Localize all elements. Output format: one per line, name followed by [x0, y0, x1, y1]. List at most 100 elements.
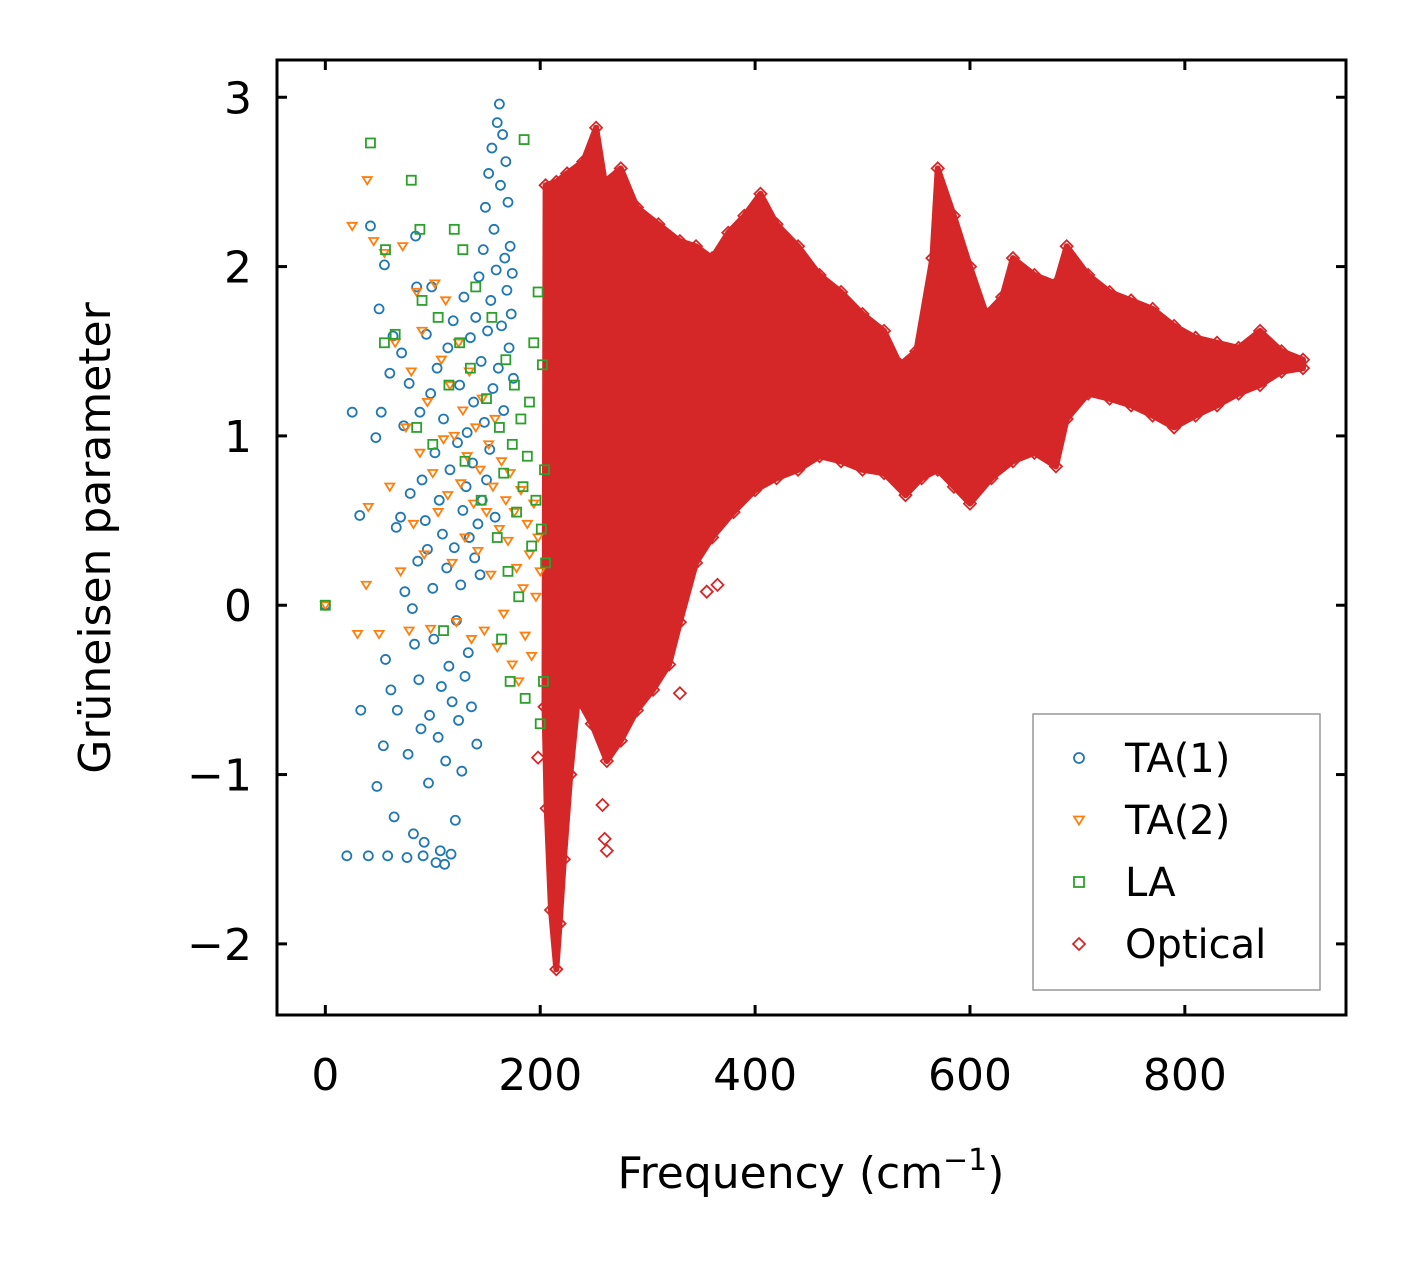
data-point-la: [530, 494, 542, 506]
data-point-ta-1-: [441, 562, 453, 574]
optical-point: [1231, 386, 1246, 401]
data-point-ta-2-: [501, 536, 515, 547]
optical-point: [599, 753, 615, 769]
optical-point: [892, 357, 908, 373]
data-point-ta-2-: [435, 355, 448, 366]
data-point-ta-2-: [424, 624, 437, 635]
optical-point: [1295, 360, 1311, 376]
legend-label: TA(2): [1124, 798, 1230, 844]
data-point-ta-2-: [410, 287, 423, 298]
data-point-ta-2-: [452, 338, 465, 349]
data-point-ta-2-: [465, 635, 478, 645]
data-point-ta-2-: [407, 519, 420, 530]
data-point-ta-2-: [486, 482, 500, 493]
data-point-ta-1-: [435, 681, 447, 692]
x-tick-label: 800: [1143, 1050, 1227, 1101]
data-point-ta-2-: [510, 563, 523, 574]
data-point-la: [526, 540, 538, 552]
optical-point: [672, 233, 688, 249]
data-point-ta-2-: [512, 677, 525, 688]
optical-point: [898, 487, 913, 503]
data-point-ta-1-: [507, 372, 519, 384]
optical-point: [833, 284, 849, 300]
data-point-la: [538, 676, 549, 687]
optical-point: [1059, 411, 1074, 427]
data-point-ta-1-: [500, 156, 512, 167]
data-point-la: [411, 422, 423, 433]
optical-point: [613, 161, 629, 176]
data-point-la: [470, 281, 482, 293]
legend-marker-optical: [1071, 936, 1087, 952]
data-point-ta-1-: [446, 696, 458, 708]
data-point-ta-2-: [469, 423, 482, 434]
optical-point: [833, 454, 849, 469]
data-point-ta-1-: [457, 505, 469, 516]
optical-point: [790, 238, 806, 254]
data-point-ta-2-: [504, 469, 517, 479]
data-point-ta-1-: [488, 223, 500, 235]
optical-point: [747, 482, 763, 498]
x-axis-title-superscript: −1: [943, 1143, 987, 1178]
legend: TA(1) TA(2) LA Optical: [1032, 713, 1321, 991]
optical-point: [651, 216, 666, 232]
data-point-ta-2-: [458, 533, 472, 544]
y-tick-label: 1: [224, 412, 252, 463]
y-tick-label: 3: [224, 73, 252, 124]
data-point-ta-1-: [431, 362, 443, 374]
data-point-la: [500, 354, 512, 366]
data-point-ta-2-: [525, 651, 538, 662]
data-point-ta-1-: [362, 850, 374, 862]
data-point-ta-1-: [490, 264, 502, 276]
data-point-ta-1-: [412, 555, 424, 567]
data-point-ta-1-: [486, 142, 498, 154]
data-point-ta-2-: [361, 176, 374, 186]
optical-point: [1005, 454, 1021, 469]
data-point-ta-1-: [442, 342, 454, 354]
data-point-la: [365, 137, 376, 149]
optical-point: [597, 831, 612, 847]
data-point-ta-2-: [437, 435, 450, 446]
optical-point: [962, 259, 978, 274]
data-point-ta-1-: [478, 416, 490, 428]
data-point-ta-2-: [484, 570, 497, 581]
data-point-ta-1-: [418, 836, 430, 848]
data-point-ta-2-: [367, 237, 380, 247]
legend-label: Optical: [1125, 922, 1266, 968]
data-point-la: [524, 396, 535, 408]
axis-ticks: 0 200 400 600 800 −2 −1 0 1 2 3: [187, 60, 1346, 1101]
data-point-la: [481, 393, 492, 405]
acoustic-series: [319, 98, 551, 870]
data-point-ta-1-: [472, 518, 484, 530]
optical-point: [1188, 408, 1203, 423]
data-point-ta-2-: [521, 519, 534, 530]
data-point-ta-2-: [497, 609, 510, 620]
data-point-ta-1-: [467, 457, 478, 469]
optical-point: [984, 470, 999, 486]
optical-point: [790, 462, 806, 478]
data-point-la: [493, 422, 505, 433]
x-axis-title: Frequency (cm−1): [618, 1143, 1005, 1199]
data-point-ta-1-: [498, 405, 510, 416]
data-point-ta-1-: [502, 196, 514, 208]
data-point-ta-1-: [404, 488, 416, 499]
x-tick-label: 200: [498, 1050, 582, 1101]
data-point-la: [432, 311, 444, 323]
data-point-ta-1-: [474, 569, 486, 581]
data-point-ta-2-: [405, 367, 418, 378]
optical-point: [588, 120, 604, 136]
x-tick-label: 400: [713, 1050, 797, 1101]
data-point-ta-2-: [351, 629, 364, 640]
data-point-ta-1-: [470, 311, 482, 323]
data-point-ta-1-: [433, 494, 445, 506]
data-point-ta-1-: [408, 828, 419, 840]
data-point-la: [389, 328, 401, 340]
data-point-la: [539, 464, 550, 476]
data-point-ta-1-: [463, 532, 475, 543]
optical-series: [530, 120, 1311, 977]
optical-point: [946, 479, 962, 494]
data-point-ta-1-: [414, 406, 426, 418]
y-tick-label: 0: [224, 581, 252, 632]
data-point-ta-2-: [519, 631, 532, 642]
y-tick-label: −1: [187, 751, 252, 802]
data-point-la: [498, 467, 510, 479]
